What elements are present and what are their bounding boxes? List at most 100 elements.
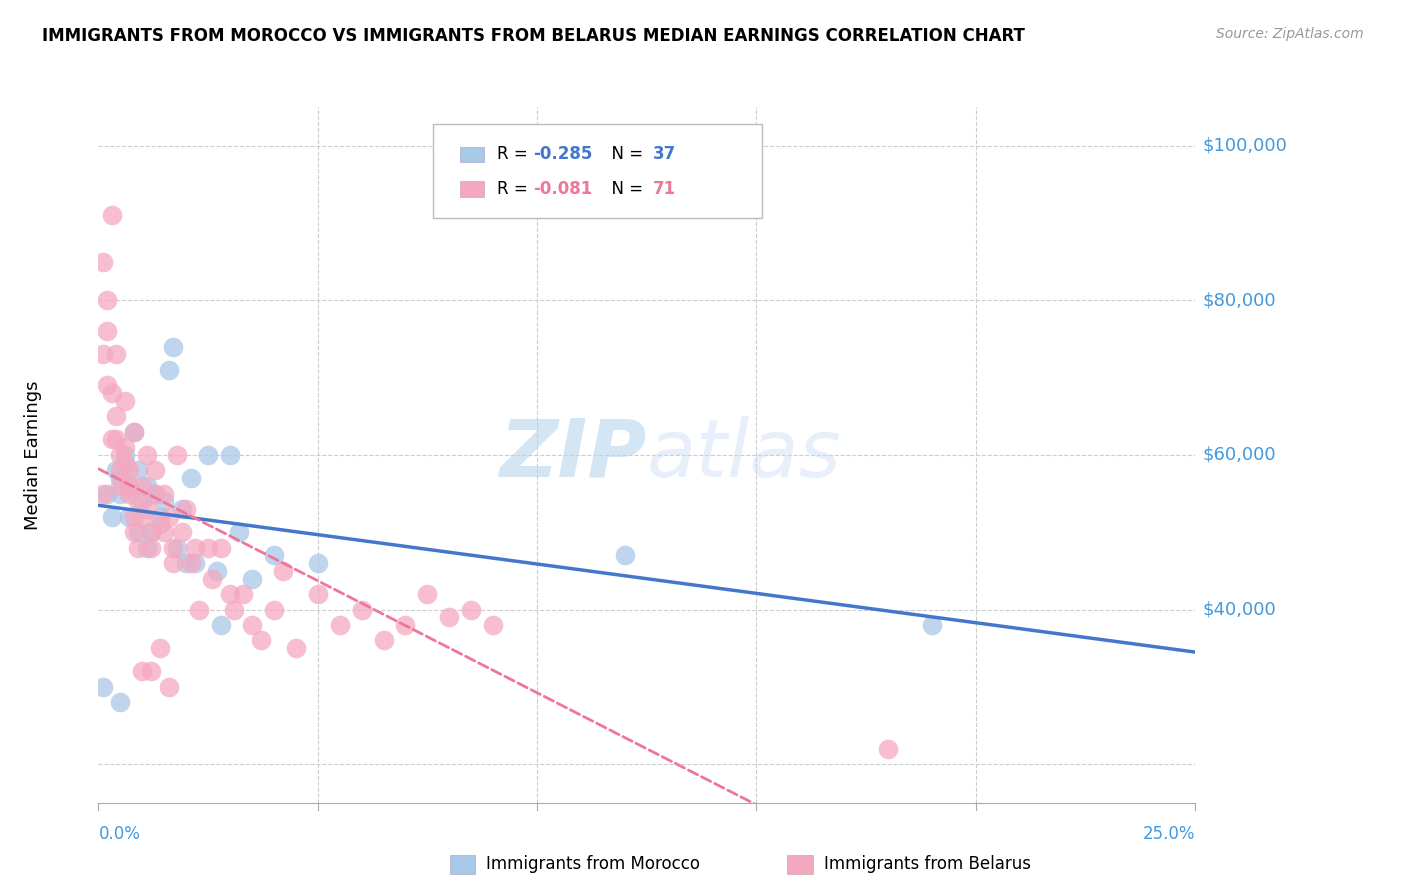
Text: 0.0%: 0.0% [98, 825, 141, 843]
Point [184, 556, 207, 570]
Point [157, 363, 180, 377]
Point [131, 494, 153, 508]
Text: 37: 37 [654, 145, 676, 163]
Point [157, 680, 180, 694]
Point [228, 525, 250, 540]
Point [877, 741, 900, 756]
Point [153, 486, 176, 500]
Point [110, 695, 132, 709]
Point [127, 494, 149, 508]
Point [197, 448, 219, 462]
Text: R =: R = [496, 180, 533, 198]
Point [162, 541, 184, 555]
Text: Immigrants from Belarus: Immigrants from Belarus [824, 855, 1031, 873]
Text: IMMIGRANTS FROM MOROCCO VS IMMIGRANTS FROM BELARUS MEDIAN EARNINGS CORRELATION C: IMMIGRANTS FROM MOROCCO VS IMMIGRANTS FR… [42, 27, 1025, 45]
FancyBboxPatch shape [433, 124, 762, 219]
Point [162, 340, 184, 354]
Text: Median Earnings: Median Earnings [24, 380, 42, 530]
Point [135, 479, 157, 493]
Point [114, 448, 136, 462]
Point [174, 556, 197, 570]
Point [114, 456, 136, 470]
Point [131, 665, 153, 679]
Point [180, 556, 202, 570]
Point [184, 541, 207, 555]
Point [329, 618, 352, 632]
Point [153, 494, 176, 508]
Point [350, 602, 373, 616]
Point [96, 293, 118, 308]
Point [201, 572, 224, 586]
Text: Source: ZipAtlas.com: Source: ZipAtlas.com [1216, 27, 1364, 41]
Point [135, 502, 157, 516]
Point [249, 633, 271, 648]
Point [439, 610, 461, 624]
Text: 71: 71 [654, 180, 676, 198]
Point [921, 618, 943, 632]
Point [131, 479, 153, 493]
Point [149, 517, 172, 532]
Point [139, 525, 162, 540]
Point [284, 641, 307, 656]
Point [100, 509, 122, 524]
Point [135, 448, 157, 462]
Point [118, 486, 141, 500]
Point [127, 463, 149, 477]
Text: N =: N = [600, 145, 648, 163]
Bar [460, 181, 485, 197]
Point [104, 347, 127, 361]
Point [118, 479, 141, 493]
Point [139, 541, 162, 555]
Point [307, 556, 329, 570]
Point [232, 587, 254, 601]
Point [122, 425, 145, 439]
Point [153, 525, 176, 540]
Point [110, 471, 132, 485]
Point [188, 602, 211, 616]
Point [118, 509, 141, 524]
Point [174, 502, 197, 516]
Point [96, 324, 118, 338]
Point [114, 440, 136, 454]
Point [170, 525, 193, 540]
Point [118, 463, 141, 477]
Point [394, 618, 416, 632]
Point [145, 463, 167, 477]
Point [219, 448, 242, 462]
Point [145, 486, 167, 500]
Point [100, 386, 122, 401]
Point [91, 680, 114, 694]
Point [118, 479, 141, 493]
Point [166, 541, 188, 555]
Point [613, 549, 636, 563]
Point [122, 425, 145, 439]
Point [166, 448, 188, 462]
Point [205, 564, 228, 578]
Point [180, 471, 202, 485]
Point [224, 602, 246, 616]
Point [122, 525, 145, 540]
Text: atlas: atlas [647, 416, 842, 494]
Text: R =: R = [496, 145, 533, 163]
Point [139, 525, 162, 540]
Point [91, 254, 114, 268]
Text: $80,000: $80,000 [1202, 292, 1275, 310]
Point [373, 633, 395, 648]
Text: Immigrants from Morocco: Immigrants from Morocco [486, 855, 700, 873]
Point [197, 541, 219, 555]
Point [149, 509, 172, 524]
Point [91, 486, 114, 500]
Point [460, 602, 482, 616]
Point [96, 486, 118, 500]
Point [104, 463, 127, 477]
Text: ZIP: ZIP [499, 416, 647, 494]
Text: -0.285: -0.285 [533, 145, 592, 163]
Point [170, 502, 193, 516]
Point [127, 541, 149, 555]
Text: $100,000: $100,000 [1202, 136, 1286, 154]
Text: $40,000: $40,000 [1202, 600, 1275, 618]
Bar [460, 146, 485, 162]
Point [263, 602, 285, 616]
Point [100, 433, 122, 447]
Text: N =: N = [600, 180, 648, 198]
